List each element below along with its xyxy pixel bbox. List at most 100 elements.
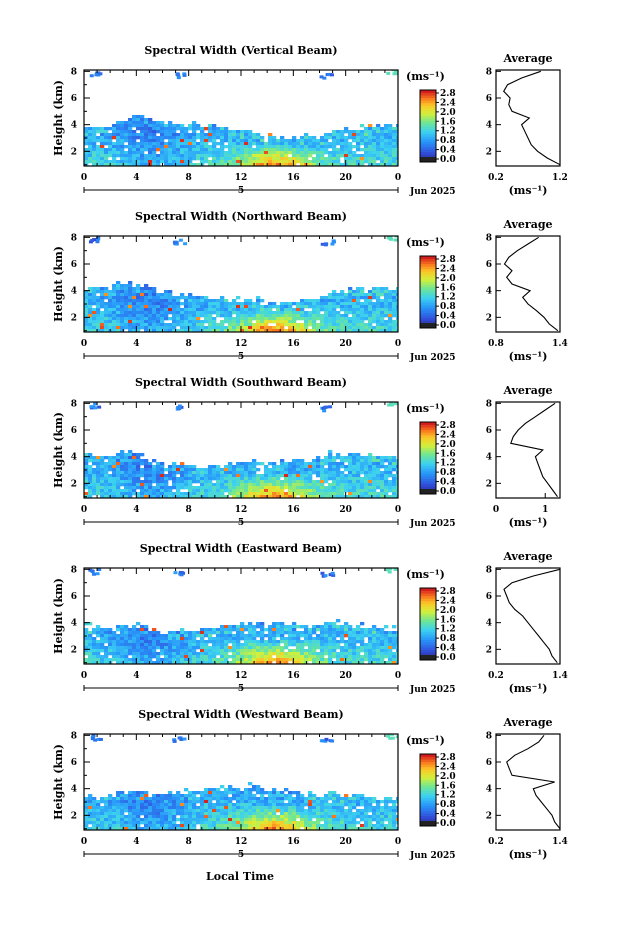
heatmap-cell bbox=[248, 148, 253, 152]
heatmap-cell bbox=[220, 800, 225, 804]
heatmap-cell bbox=[336, 640, 341, 644]
heatmap-cell bbox=[324, 637, 329, 641]
heatmap-cell bbox=[360, 293, 365, 297]
heatmap-cell bbox=[220, 631, 225, 635]
heatmap-cell bbox=[372, 136, 377, 140]
average-y-tick-label: 6 bbox=[486, 94, 492, 104]
heatmap-cell bbox=[192, 320, 197, 324]
heatmap-cell bbox=[88, 477, 93, 481]
heatmap-cell bbox=[272, 477, 277, 481]
heatmap-cell bbox=[316, 486, 321, 490]
heatmap-cell bbox=[92, 492, 97, 496]
heatmap-cell bbox=[296, 139, 301, 143]
heatmap-cell bbox=[264, 480, 269, 484]
heatmap-cell bbox=[244, 625, 249, 629]
heatmap-cell bbox=[388, 637, 393, 641]
heatmap-cell bbox=[356, 154, 361, 158]
heatmap-cell bbox=[388, 483, 393, 487]
heatmap-cell bbox=[356, 142, 361, 146]
heatmap-cell bbox=[240, 824, 245, 828]
date-day: 5 bbox=[238, 352, 244, 362]
heatmap-cell bbox=[184, 157, 189, 161]
heatmap-cell bbox=[208, 631, 213, 635]
heatmap-cell bbox=[324, 462, 329, 466]
heatmap-cell bbox=[92, 661, 97, 664]
heatmap-cell bbox=[108, 139, 113, 143]
y-tick-label: 4 bbox=[71, 619, 77, 629]
heatmap-cell bbox=[164, 308, 169, 312]
heatmap-cell bbox=[216, 329, 221, 332]
heatmap-cell bbox=[208, 320, 213, 324]
heatmap-cell bbox=[96, 314, 101, 318]
heatmap-cell bbox=[312, 471, 317, 475]
heatmap-cell bbox=[172, 136, 177, 140]
heatmap-cell bbox=[172, 658, 177, 662]
heatmap-cell bbox=[124, 658, 129, 662]
heatmap-cell bbox=[272, 154, 277, 158]
heatmap-cell bbox=[112, 489, 117, 493]
heatmap-cell bbox=[288, 492, 293, 496]
heatmap-cell bbox=[140, 827, 145, 830]
heatmap-cell bbox=[316, 314, 321, 318]
heatmap-cell bbox=[180, 815, 185, 819]
heatmap-cell bbox=[184, 495, 189, 498]
heatmap-cell bbox=[188, 305, 193, 309]
heatmap-cell bbox=[156, 136, 161, 140]
heatmap-cell bbox=[88, 465, 93, 469]
heatmap-cell bbox=[96, 317, 101, 321]
heatmap-cell bbox=[372, 145, 377, 149]
heatmap-cell bbox=[216, 797, 221, 801]
heatmap-cell bbox=[368, 628, 373, 632]
heatmap-cell bbox=[152, 628, 157, 632]
y-axis-label: Height (km) bbox=[52, 246, 65, 322]
heatmap-cell bbox=[156, 465, 161, 469]
heatmap-cell bbox=[132, 136, 137, 140]
heatmap-cell bbox=[216, 806, 221, 810]
heatmap-cell bbox=[180, 480, 185, 484]
panel-1: Spectral Width (Vertical Beam)0 4 8 12 16 20 0… bbox=[52, 44, 568, 197]
heatmap-cell bbox=[356, 480, 361, 484]
heatmap-cell bbox=[140, 127, 145, 131]
heatmap-cell bbox=[336, 492, 341, 496]
heatmap-cell bbox=[208, 794, 213, 798]
heatmap-cell bbox=[248, 637, 253, 641]
heatmap-cell bbox=[196, 329, 201, 332]
heatmap-cell bbox=[228, 806, 233, 810]
heatmap bbox=[84, 402, 398, 498]
heatmap-cell bbox=[148, 157, 153, 161]
heatmap-cell bbox=[396, 462, 398, 466]
heatmap-cell bbox=[260, 625, 265, 629]
heatmap-cell bbox=[384, 287, 389, 291]
heatmap-cell bbox=[112, 305, 117, 309]
heatmap-cell bbox=[256, 299, 261, 303]
panel-4: Spectral Width (Eastward Beam)0 4 8 12 16 20 0… bbox=[52, 542, 568, 695]
heatmap-cell bbox=[84, 293, 89, 297]
heatmap-cell bbox=[288, 474, 293, 478]
heatmap-cell bbox=[332, 480, 337, 484]
heatmap-cell bbox=[168, 124, 173, 128]
heatmap-cell bbox=[136, 456, 141, 460]
heatmap-cell bbox=[164, 818, 169, 822]
heatmap-cell bbox=[176, 655, 181, 659]
heatmap-cell bbox=[304, 649, 309, 653]
heatmap-cell bbox=[372, 296, 377, 300]
heatmap-cell bbox=[376, 637, 381, 641]
heatmap-cell bbox=[168, 465, 173, 469]
heatmap-cell bbox=[304, 311, 309, 315]
heatmap-cell bbox=[220, 302, 225, 306]
heatmap-cell bbox=[312, 308, 317, 312]
heatmap-cell bbox=[120, 465, 125, 469]
heatmap-cell bbox=[300, 643, 305, 647]
heatmap-cell bbox=[392, 456, 397, 460]
heatmap-cell bbox=[336, 302, 341, 306]
heatmap-cell bbox=[88, 821, 93, 825]
heatmap-cell bbox=[244, 326, 249, 330]
heatmap-cell bbox=[116, 314, 121, 318]
heatmap-cell bbox=[252, 468, 257, 472]
heatmap-cell bbox=[96, 287, 101, 291]
heatmap-cell bbox=[156, 631, 161, 635]
heatmap-cell bbox=[192, 145, 197, 149]
heatmap-cell bbox=[320, 136, 325, 140]
heatmap-cell bbox=[348, 157, 353, 161]
heatmap-cell bbox=[160, 145, 165, 149]
